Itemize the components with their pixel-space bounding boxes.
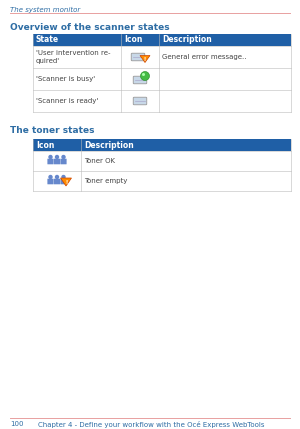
Text: Description: Description bbox=[84, 141, 134, 149]
Circle shape bbox=[61, 175, 66, 179]
Bar bbox=[33, 68, 291, 90]
FancyBboxPatch shape bbox=[131, 53, 145, 61]
Text: Description: Description bbox=[162, 36, 212, 45]
Text: State: State bbox=[36, 36, 59, 45]
Bar bbox=[33, 34, 291, 46]
Text: Toner empty: Toner empty bbox=[84, 178, 128, 184]
Polygon shape bbox=[61, 178, 71, 186]
FancyBboxPatch shape bbox=[54, 159, 60, 164]
Polygon shape bbox=[140, 55, 150, 63]
Circle shape bbox=[48, 155, 53, 159]
FancyBboxPatch shape bbox=[47, 159, 54, 164]
Text: Icon: Icon bbox=[36, 141, 54, 149]
Text: Icon: Icon bbox=[124, 36, 142, 45]
Circle shape bbox=[142, 73, 145, 76]
Text: 'User intervention re-
quired': 'User intervention re- quired' bbox=[36, 50, 110, 64]
FancyBboxPatch shape bbox=[133, 97, 147, 105]
Text: 'Scanner is busy': 'Scanner is busy' bbox=[36, 76, 95, 82]
Text: !: ! bbox=[65, 180, 67, 185]
Circle shape bbox=[140, 72, 149, 81]
Text: The system monitor: The system monitor bbox=[10, 7, 80, 13]
Bar bbox=[33, 139, 291, 151]
Text: The toner states: The toner states bbox=[10, 126, 95, 135]
Text: !: ! bbox=[144, 57, 146, 62]
Circle shape bbox=[48, 175, 53, 179]
Text: General error message..: General error message.. bbox=[162, 54, 247, 60]
Text: Chapter 4 - Define your workflow with the Océ Express WebTools: Chapter 4 - Define your workflow with th… bbox=[38, 421, 265, 428]
Bar bbox=[33, 171, 291, 191]
Text: Overview of the scanner states: Overview of the scanner states bbox=[10, 23, 169, 32]
FancyBboxPatch shape bbox=[60, 159, 67, 164]
FancyBboxPatch shape bbox=[133, 76, 147, 84]
FancyBboxPatch shape bbox=[60, 179, 67, 184]
Text: 100: 100 bbox=[10, 421, 23, 427]
FancyBboxPatch shape bbox=[47, 179, 54, 184]
Bar bbox=[33, 151, 291, 171]
Text: 'Scanner is ready': 'Scanner is ready' bbox=[36, 98, 98, 104]
FancyBboxPatch shape bbox=[54, 179, 60, 184]
Circle shape bbox=[55, 175, 59, 179]
Circle shape bbox=[55, 155, 59, 159]
Circle shape bbox=[61, 155, 66, 159]
Text: Toner OK: Toner OK bbox=[84, 158, 115, 164]
Bar bbox=[33, 46, 291, 68]
Bar bbox=[33, 90, 291, 112]
